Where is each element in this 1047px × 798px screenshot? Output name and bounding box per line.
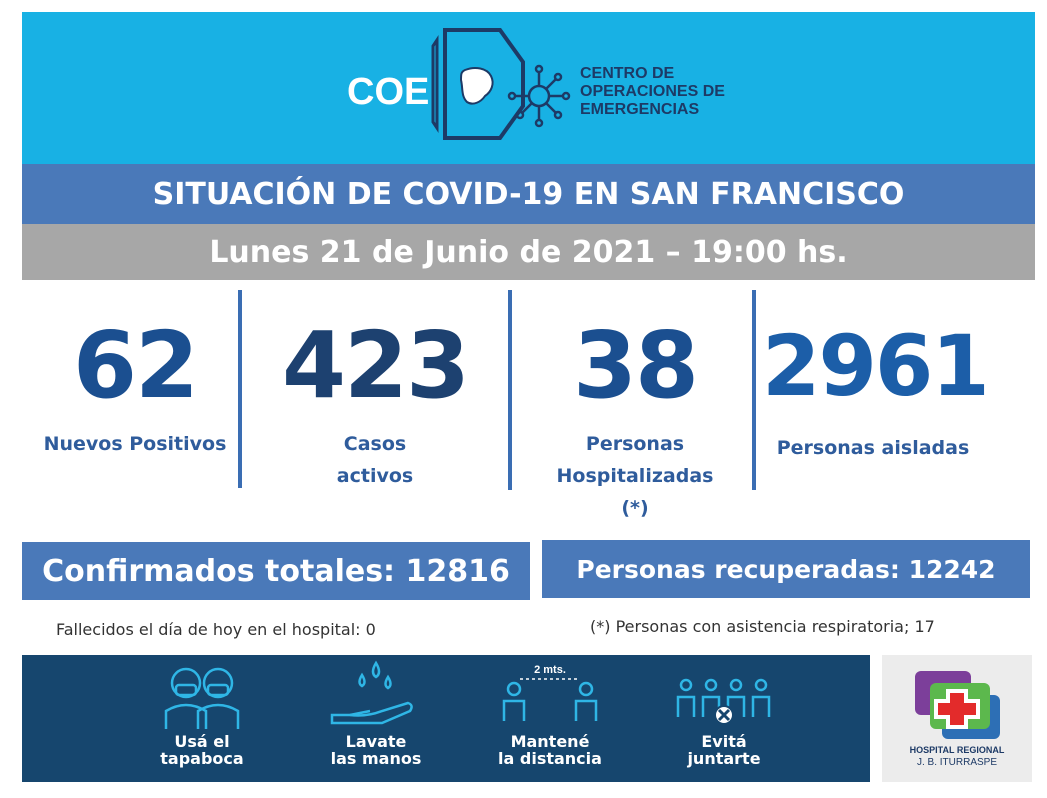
virus-icon xyxy=(507,64,571,128)
prevention-tips: Usá el tapaboca Lavate las manos 2 mts. Ma… xyxy=(22,655,870,782)
stat-hospitalized: 38 Personas Hospitalizadas (*) xyxy=(530,320,740,524)
tip-line-2: las manos xyxy=(330,749,422,768)
logo-word: COE xyxy=(347,71,429,113)
hospital-cross-icon: HOSPITAL REGIONAL J. B. ITURRASPE xyxy=(910,671,1005,768)
page-title: SITUACIÓN DE COVID-19 EN SAN FRANCISCO xyxy=(22,164,1035,224)
hospital-subname: J. B. ITURRASPE xyxy=(917,757,997,768)
hospital-name: HOSPITAL REGIONAL xyxy=(910,745,1005,755)
stat-label: activos xyxy=(336,465,414,487)
tip-line-2: juntarte xyxy=(687,749,761,768)
stat-new-positives: 62 Nuevos Positivos xyxy=(30,320,240,460)
confirmed-total: Confirmados totales: 12816 xyxy=(22,542,530,600)
tip-line-1: Mantené xyxy=(510,732,590,751)
header-banner xyxy=(22,12,1035,164)
no-gathering-icon xyxy=(676,678,771,725)
tip-wash-hands: Lavate las manos xyxy=(286,655,466,782)
tip-avoid-gatherings: Evitá juntarte xyxy=(634,655,814,782)
distance-icon: 2 mts. xyxy=(502,664,598,721)
report-date: Lunes 21 de Junio de 2021 – 19:00 hs. xyxy=(22,224,1035,280)
coe-logo: COE CENTRO DE OPERACIONES DE EMERGENCIAS xyxy=(347,28,725,140)
stat-value: 2961 xyxy=(762,317,990,415)
logo-line-1: CENTRO DE xyxy=(580,65,675,82)
mask-icon xyxy=(164,667,240,729)
tip-line-1: Evitá xyxy=(701,732,747,751)
stat-label: Casos xyxy=(343,433,407,455)
divider xyxy=(752,290,756,490)
deaths-note: Fallecidos el día de hoy en el hospital:… xyxy=(56,620,376,639)
stat-label: Hospitalizadas xyxy=(556,465,714,487)
stat-value: 62 xyxy=(72,312,199,419)
tip-mask: Usá el tapaboca xyxy=(112,655,292,782)
hospital-logo: HOSPITAL REGIONAL J. B. ITURRASPE xyxy=(882,655,1032,782)
stat-isolated: 2961 Personas aisladas xyxy=(762,317,990,464)
tip-line-1: Lavate xyxy=(345,732,407,751)
logo-line-3: EMERGENCIAS xyxy=(580,101,699,118)
distance-badge: 2 mts. xyxy=(534,664,566,676)
stat-label: Personas aisladas xyxy=(776,437,970,459)
tip-line-1: Usá el xyxy=(174,732,230,751)
tip-line-2: la distancia xyxy=(498,749,602,768)
stat-value: 38 xyxy=(572,312,699,419)
respiratory-note: (*) Personas con asistencia respiratoria… xyxy=(590,617,935,636)
hand-wash-icon xyxy=(330,660,413,725)
divider xyxy=(238,290,242,488)
stat-label: (*) xyxy=(621,497,649,519)
tip-distance: 2 mts. Mantené la distancia xyxy=(460,655,640,782)
stat-label: Nuevos Positivos xyxy=(43,433,227,455)
recovered-total: Personas recuperadas: 12242 xyxy=(542,540,1030,598)
stat-label: Personas xyxy=(585,433,685,455)
logo-line-2: OPERACIONES DE xyxy=(580,83,725,100)
stat-value: 423 xyxy=(281,312,470,419)
tip-line-2: tapaboca xyxy=(160,749,244,768)
divider xyxy=(508,290,512,490)
stat-active-cases: 423 Casos activos xyxy=(270,320,480,492)
